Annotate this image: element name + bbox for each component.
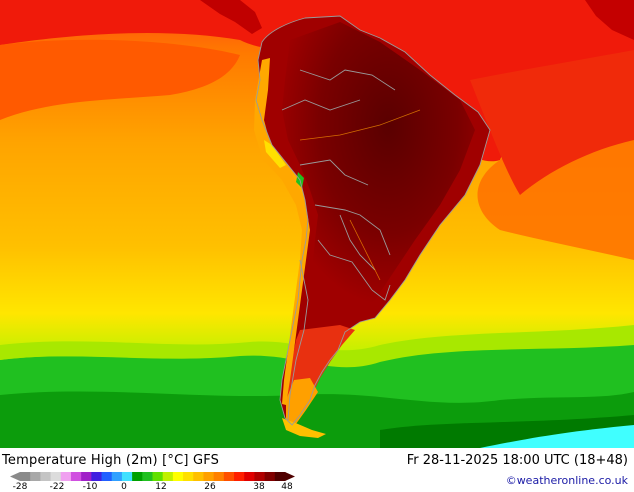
scale-left-arrow [10,472,20,481]
scale-tick-label: -22 [50,482,65,492]
scale-swatch [183,472,194,481]
scale-swatch [193,472,204,481]
scale-swatch [61,472,72,481]
scale-swatch [122,472,133,481]
scale-tick-label: 0 [121,482,127,492]
scale-swatch [153,472,164,481]
scale-tick-label: -28 [13,482,28,492]
scale-swatch [214,472,225,481]
scale-tick-label: 12 [155,482,166,492]
scale-swatch [275,472,286,481]
scale-swatch [265,472,276,481]
map-canvas [0,0,634,448]
scale-swatch [163,472,174,481]
scale-swatch [203,472,214,481]
valid-time: Fr 28-11-2025 18:00 UTC (18+48) [407,453,628,468]
scale-swatch [224,472,235,481]
map-title: Temperature High (2m) [°C] GFS [2,453,219,468]
scale-tick-label: 26 [204,482,215,492]
temperature-map [0,0,634,448]
scale-swatch [40,472,51,481]
scale-swatch [51,472,62,481]
scale-swatch [30,472,41,481]
scale-swatch [102,472,113,481]
scale-tick-label: 38 [253,482,264,492]
scale-swatch [112,472,123,481]
scale-swatch [254,472,265,481]
scale-swatch [20,472,31,481]
scale-tick-label: 48 [281,482,292,492]
scale-swatch [91,472,102,481]
map-footer: Temperature High (2m) [°C] GFS Fr 28-11-… [0,448,634,490]
credit-link[interactable]: ©weatheronline.co.uk [506,474,628,487]
scale-swatch [71,472,82,481]
scale-tick-label: -10 [83,482,98,492]
scale-swatch [173,472,184,481]
scale-swatch [244,472,255,481]
scale-swatch [81,472,92,481]
scale-swatch [234,472,245,481]
scale-swatch [132,472,143,481]
scale-right-arrow [285,472,295,481]
scale-swatch [142,472,153,481]
